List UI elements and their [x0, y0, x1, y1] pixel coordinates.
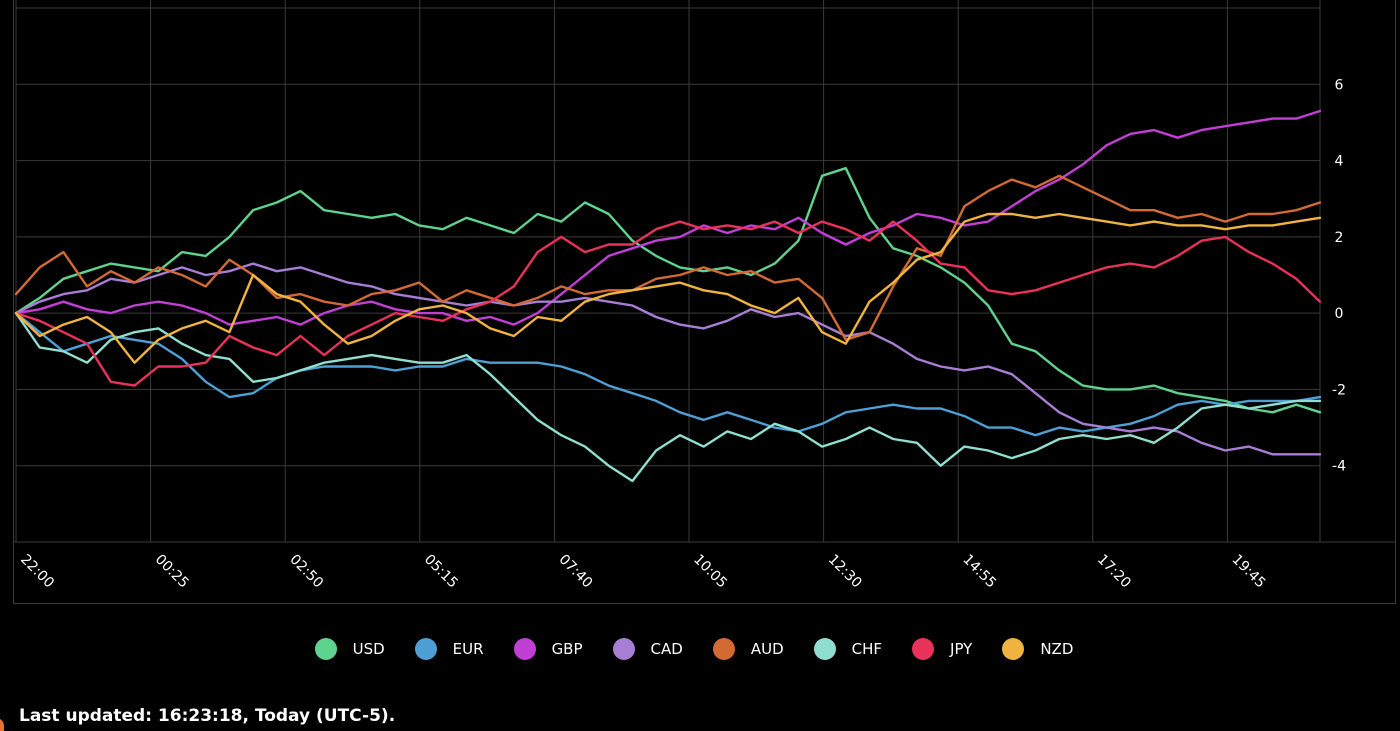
- y-tick-label: -2: [1332, 382, 1346, 398]
- legend-swatch: [414, 638, 437, 660]
- legend-label: CAD: [650, 640, 683, 658]
- x-tick-label: 22:00: [17, 552, 57, 592]
- y-tick-label: 2: [1335, 230, 1344, 246]
- legend-item-gbp[interactable]: GBP: [513, 638, 595, 660]
- x-tick-label: 10:05: [690, 552, 730, 592]
- y-tick-label: 6: [1335, 77, 1344, 93]
- x-tick-label: 14:55: [959, 552, 999, 592]
- legend-swatch: [513, 638, 536, 660]
- series-line-gbp[interactable]: [14, 109, 1322, 326]
- legend-label: JPY: [950, 640, 973, 658]
- legend-item-jpy[interactable]: JPY: [912, 638, 984, 660]
- legend-swatch: [612, 638, 635, 660]
- series-line-eur[interactable]: [14, 311, 1322, 437]
- series-line-aud[interactable]: [14, 174, 1322, 341]
- x-tick-label: 17:20: [1094, 552, 1134, 592]
- series-line-cad[interactable]: [14, 262, 1322, 456]
- y-tick-label: 0: [1335, 306, 1344, 322]
- x-tick-label: 02:50: [286, 552, 326, 592]
- legend-item-chf[interactable]: CHF: [813, 638, 894, 660]
- legend-swatch: [314, 638, 337, 660]
- legend-item-eur[interactable]: EUR: [414, 638, 496, 660]
- legend-label: AUD: [750, 640, 784, 658]
- legend-swatch: [813, 638, 836, 660]
- corner-accent-decoration: [0, 718, 4, 731]
- series-line-jpy[interactable]: [14, 220, 1322, 387]
- x-tick-label: 19:45: [1229, 552, 1269, 592]
- legend-label: NZD: [1040, 640, 1074, 658]
- legend-item-cad[interactable]: CAD: [612, 638, 695, 660]
- legend-item-aud[interactable]: AUD: [712, 638, 796, 660]
- legend-swatch: [1002, 638, 1025, 660]
- x-tick-label: 05:15: [421, 552, 461, 592]
- x-tick-label: 07:40: [556, 552, 596, 592]
- legend-label: USD: [352, 640, 385, 658]
- legend-swatch: [912, 638, 935, 660]
- legend-label: EUR: [452, 640, 484, 658]
- series-line-chf[interactable]: [14, 311, 1322, 483]
- legend-label: CHF: [851, 640, 883, 658]
- last-updated-text: Last updated: 16:23:18, Today (UTC-5).: [19, 706, 396, 726]
- x-tick-label: 00:25: [152, 552, 192, 592]
- series-line-nzd[interactable]: [14, 212, 1322, 364]
- legend-item-nzd[interactable]: NZD: [1002, 638, 1085, 660]
- y-tick-label: 4: [1335, 154, 1344, 170]
- chart-frame: [13, 0, 1396, 604]
- series-line-usd[interactable]: [14, 167, 1322, 414]
- legend-item-usd[interactable]: USD: [314, 638, 397, 660]
- legend-label: GBP: [551, 640, 583, 658]
- line-chart[interactable]: 6 4 2 0 -2 -4 22:00 00:25 02:50 05:15 07:40 10:05 12…: [0, 0, 1400, 610]
- legend-swatch: [712, 638, 735, 660]
- chart-legend: USD EUR GBP CAD AUD CHF JPY NZD: [0, 638, 1400, 660]
- x-tick-label: 12:30: [825, 552, 865, 592]
- y-tick-label: -4: [1332, 459, 1346, 475]
